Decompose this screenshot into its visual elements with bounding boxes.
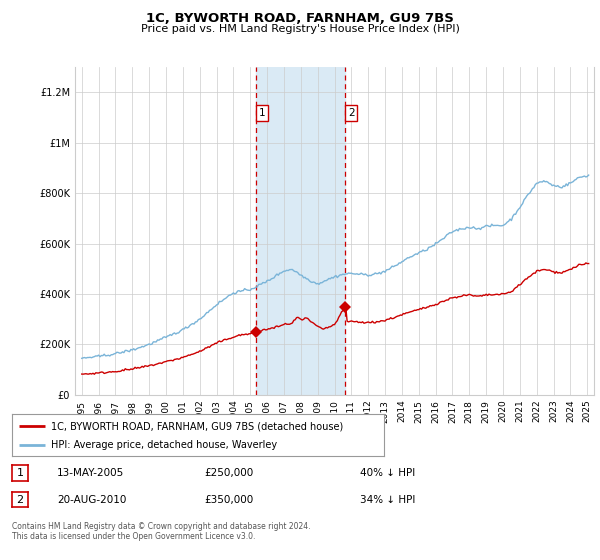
Text: 1C, BYWORTH ROAD, FARNHAM, GU9 7BS (detached house): 1C, BYWORTH ROAD, FARNHAM, GU9 7BS (deta… [51,421,343,431]
Text: 1: 1 [16,468,23,478]
Text: 34% ↓ HPI: 34% ↓ HPI [360,494,415,505]
Text: 2: 2 [16,494,23,505]
Text: HPI: Average price, detached house, Waverley: HPI: Average price, detached house, Wave… [51,440,277,450]
Text: 2: 2 [348,108,355,118]
Text: Contains HM Land Registry data © Crown copyright and database right 2024.
This d: Contains HM Land Registry data © Crown c… [12,522,311,542]
Text: £250,000: £250,000 [204,468,253,478]
Text: 20-AUG-2010: 20-AUG-2010 [57,494,127,505]
Text: £350,000: £350,000 [204,494,253,505]
Text: Price paid vs. HM Land Registry's House Price Index (HPI): Price paid vs. HM Land Registry's House … [140,24,460,34]
Bar [256,67,345,395]
Text: 1C, BYWORTH ROAD, FARNHAM, GU9 7BS: 1C, BYWORTH ROAD, FARNHAM, GU9 7BS [146,12,454,25]
Text: 40% ↓ HPI: 40% ↓ HPI [360,468,415,478]
Text: 1: 1 [259,108,266,118]
Text: 13-MAY-2005: 13-MAY-2005 [57,468,124,478]
